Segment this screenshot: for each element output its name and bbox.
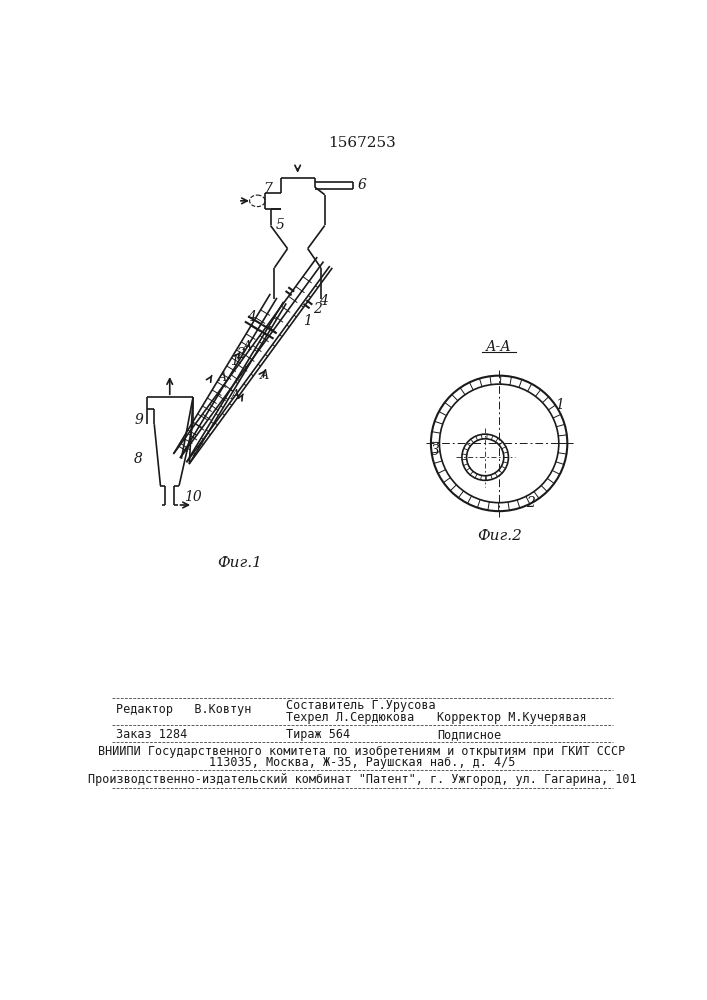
Text: А: А: [260, 369, 269, 382]
Text: Фиг.1: Фиг.1: [217, 556, 262, 570]
Text: Тираж 564: Тираж 564: [286, 728, 350, 741]
Text: Заказ 1284: Заказ 1284: [115, 728, 187, 741]
Text: 1: 1: [230, 354, 239, 368]
Text: 113035, Москва, Ж-35, Раушская наб., д. 4/5: 113035, Москва, Ж-35, Раушская наб., д. …: [209, 756, 515, 769]
Text: 1: 1: [303, 314, 312, 328]
Text: ВНИИПИ Государственного комитета по изобретениям и открытиям при ГКИТ СССР: ВНИИПИ Государственного комитета по изоб…: [98, 745, 626, 758]
Text: 2: 2: [313, 302, 322, 316]
Text: Корректор М.Кучерявая: Корректор М.Кучерявая: [437, 711, 587, 724]
Text: 4: 4: [247, 310, 256, 324]
Text: Редактор   В.Ковтун: Редактор В.Ковтун: [115, 703, 251, 716]
Text: 10: 10: [184, 490, 201, 504]
Text: 4: 4: [319, 294, 327, 308]
Text: А: А: [243, 340, 252, 353]
Text: 7: 7: [264, 182, 272, 196]
Text: А: А: [230, 389, 240, 402]
Text: 5: 5: [276, 218, 285, 232]
Text: 2: 2: [526, 496, 535, 510]
Text: 1567253: 1567253: [328, 136, 396, 150]
Text: Подписное: Подписное: [437, 728, 501, 741]
Text: 9: 9: [134, 413, 143, 427]
Text: 8: 8: [134, 452, 143, 466]
Text: 3: 3: [431, 444, 440, 458]
Text: Фиг.2: Фиг.2: [477, 529, 522, 543]
Text: 6: 6: [357, 178, 366, 192]
Text: Техрел Л.Сердюкова: Техрел Л.Сердюкова: [286, 711, 414, 724]
Text: А: А: [218, 371, 228, 384]
Text: Производственно-издательский комбинат "Патент", г. Ужгород, ул. Гагарина, 101: Производственно-издательский комбинат "П…: [88, 773, 636, 786]
Text: 2: 2: [236, 347, 245, 361]
Text: А-А: А-А: [486, 340, 512, 354]
Text: Составитель Г.Урусова: Составитель Г.Урусова: [286, 699, 436, 712]
Text: 1: 1: [555, 398, 563, 412]
